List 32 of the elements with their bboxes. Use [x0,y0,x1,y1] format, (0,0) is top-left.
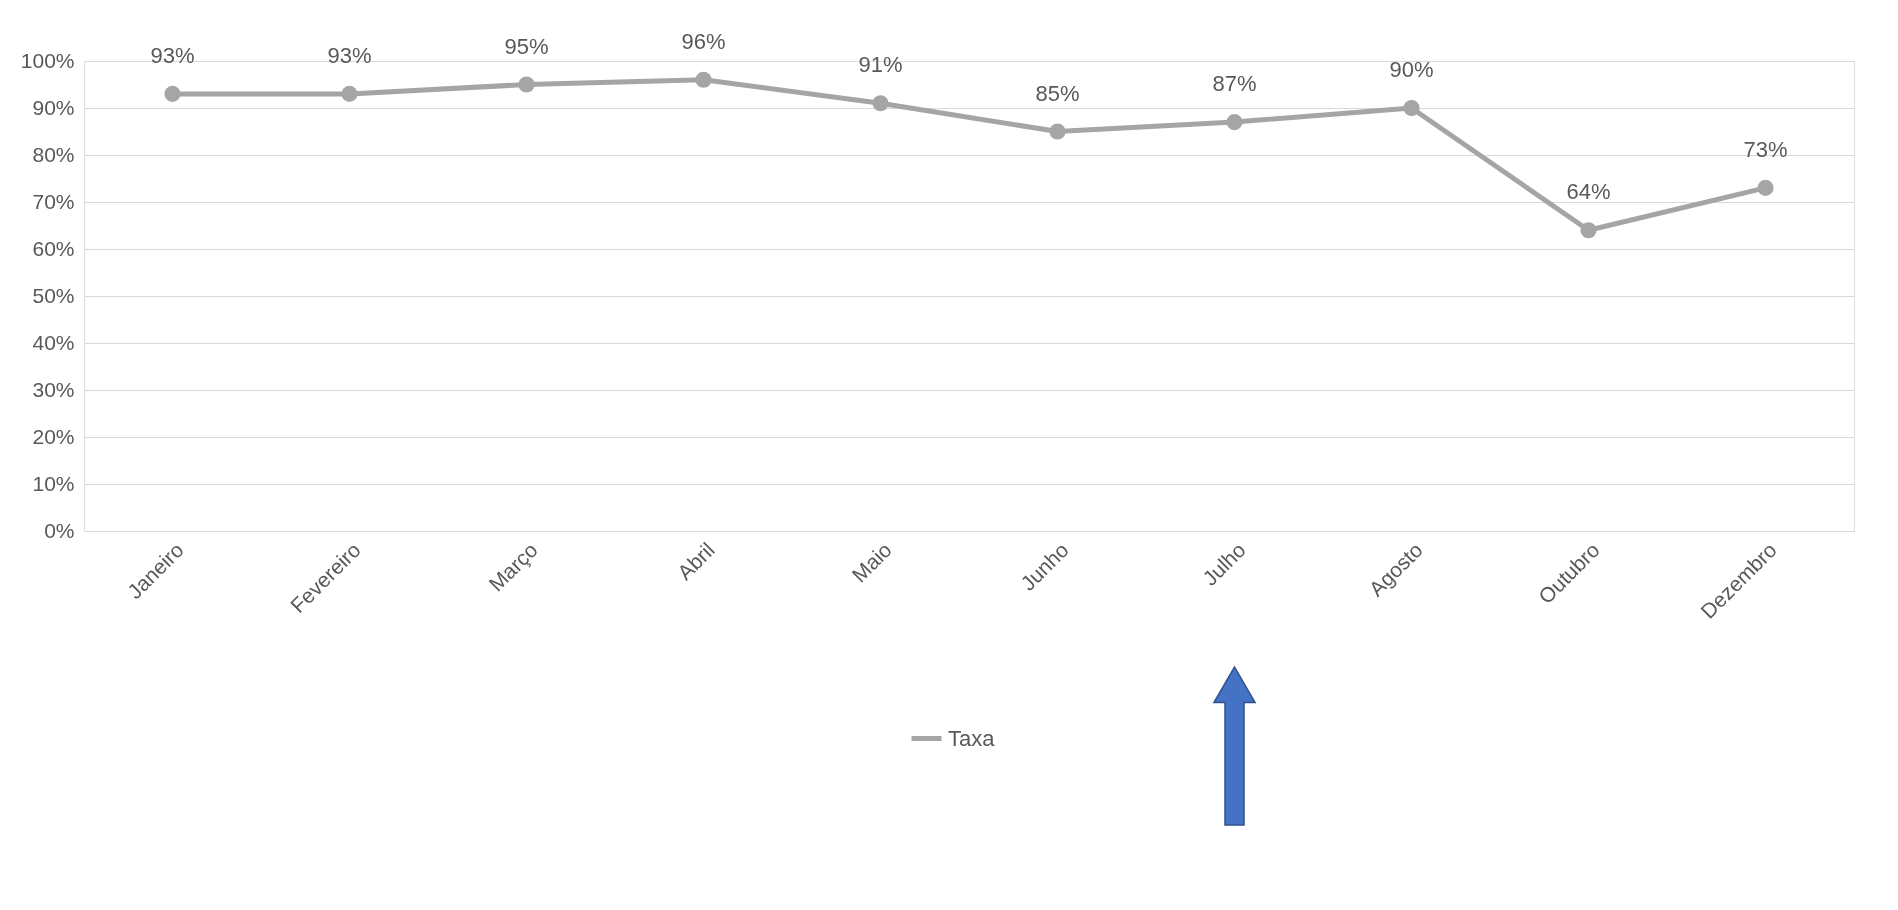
y-tick-label: 40% [32,330,75,354]
point [1226,114,1243,131]
data-label: 91% [858,52,903,78]
data-label: 85% [1035,80,1080,106]
y-tick-label: 10% [32,471,75,495]
y-tick-label: 0% [44,518,75,542]
data-label: 64% [1566,179,1611,205]
legend-label: Taxa [948,725,996,751]
point [1757,179,1774,196]
y-tick-label: 80% [32,142,75,166]
data-label: 93% [150,42,195,68]
point [164,85,181,102]
data-label: 95% [504,33,549,59]
y-tick-label: 70% [32,189,75,213]
point [695,71,712,88]
y-tick-label: 20% [32,424,75,448]
point [518,76,535,93]
data-label: 87% [1212,71,1257,97]
y-tick-label: 90% [32,95,75,119]
data-label: 73% [1743,136,1788,162]
point [1403,99,1420,117]
y-tick-label: 60% [32,236,75,260]
data-label: 96% [681,28,726,54]
point [341,85,358,102]
point [1580,222,1597,239]
y-tick-label: 100% [20,48,75,72]
y-tick-label: 50% [32,283,75,307]
data-label: 93% [327,42,372,68]
data-label: 90% [1389,57,1434,82]
point [1049,123,1066,140]
y-tick-label: 30% [32,377,75,401]
point [872,95,889,112]
